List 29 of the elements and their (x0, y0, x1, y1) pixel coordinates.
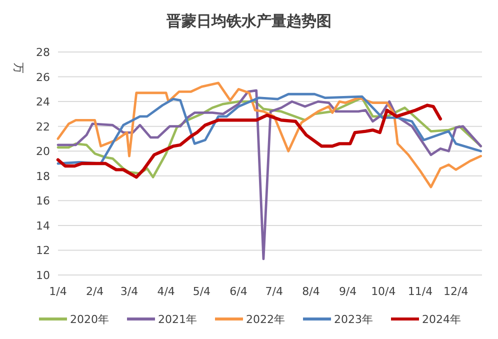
x-tick-label: 5/4 (192, 285, 211, 298)
x-tick-label: 6/4 (230, 285, 248, 298)
chart-title: 晋蒙日均铁水产量趋势图 (166, 12, 332, 30)
x-tick-label: 7/4 (265, 285, 284, 298)
x-tick-label: 1/4 (49, 285, 67, 298)
x-tick-label: 2/4 (86, 285, 104, 298)
y-tick-label: 28 (36, 46, 50, 59)
x-tick-label: 4/4 (157, 285, 175, 298)
y-tick-label: 10 (36, 269, 50, 282)
x-tick-label: 3/4 (120, 285, 138, 298)
y-tick-label: 12 (36, 244, 50, 258)
x-tick-label: 11/4 (408, 285, 433, 298)
x-tick-label: 10/4 (371, 285, 396, 298)
y-tick-label: 18 (36, 170, 50, 183)
legend-label: 2021年 (158, 313, 197, 326)
x-tick-label: 12/4 (444, 285, 468, 298)
legend-label: 2022年 (246, 313, 285, 326)
legend-label: 2020年 (70, 313, 109, 326)
y-tick-label: 20 (36, 145, 50, 158)
legend-label: 2023年 (334, 313, 373, 326)
y-tick-label: 26 (36, 70, 50, 84)
y-tick-label: 24 (36, 96, 50, 109)
x-tick-label: 8/4 (302, 285, 320, 298)
x-tick-label: 9/4 (338, 285, 357, 298)
y-axis-title: 万 (12, 62, 25, 74)
y-tick-label: 16 (36, 194, 50, 208)
y-tick-label: 22 (36, 120, 50, 134)
y-tick-label: 14 (36, 219, 50, 232)
legend-label: 2024年 (422, 313, 461, 326)
